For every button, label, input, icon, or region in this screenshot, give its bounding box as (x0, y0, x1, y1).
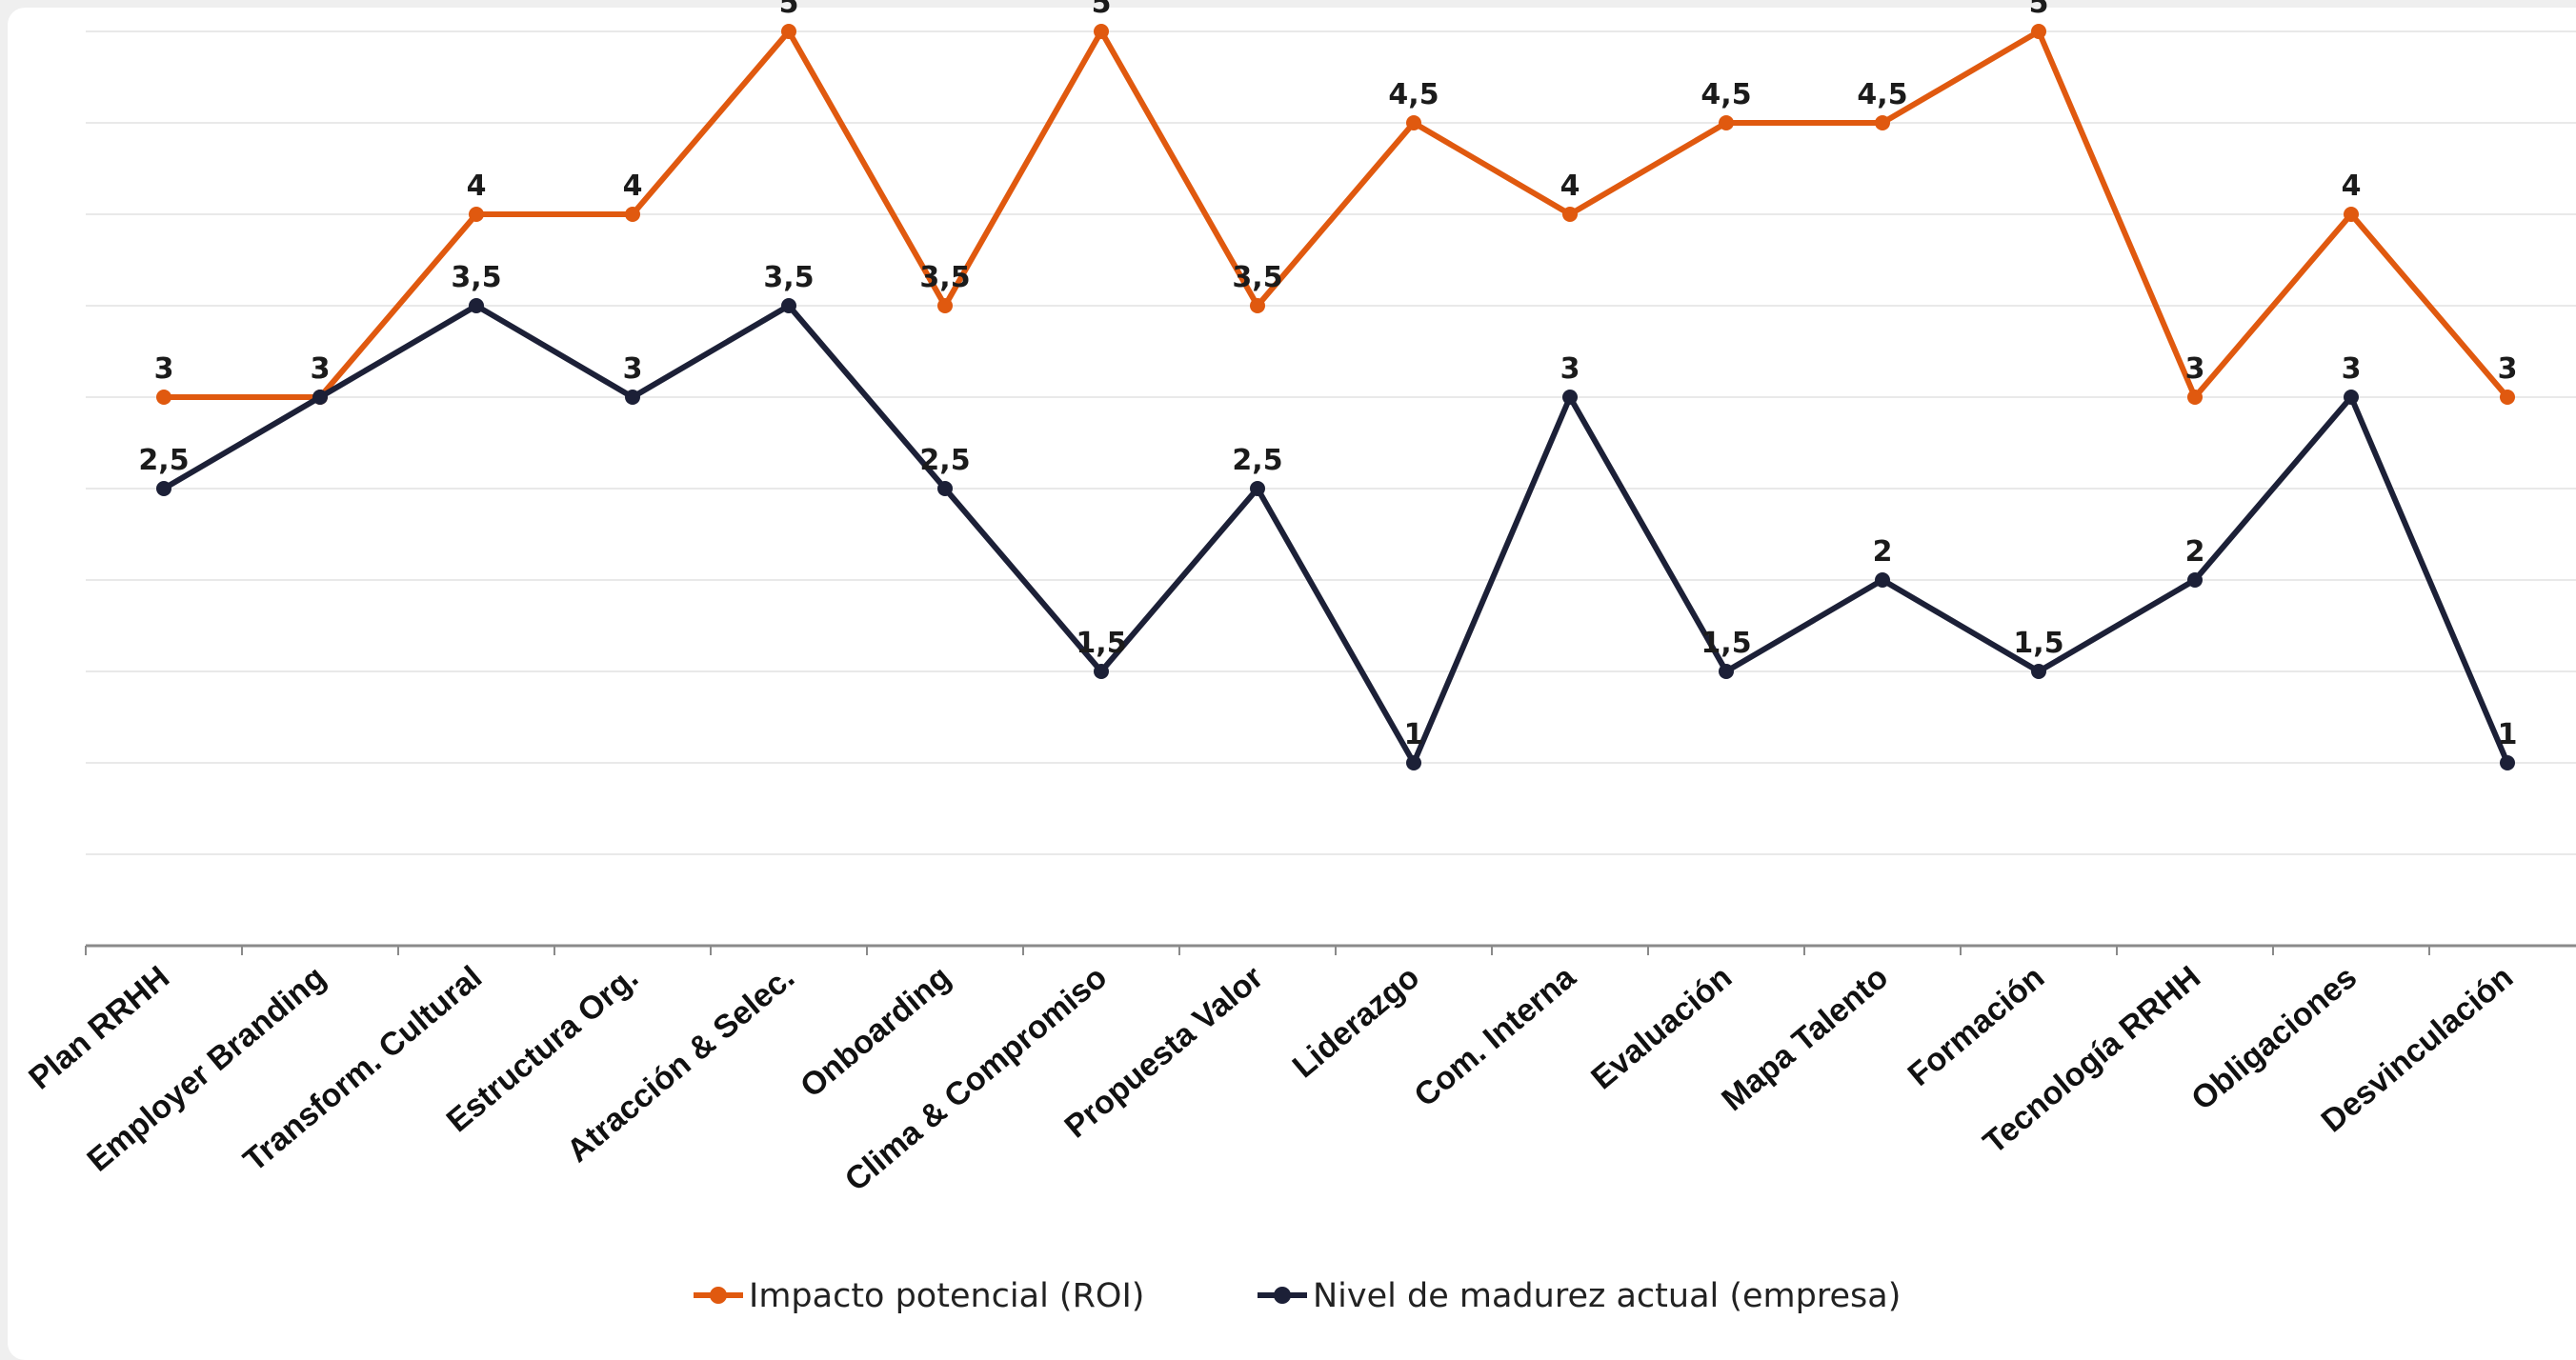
data-label: 3 (623, 352, 643, 386)
series-1-labels: 3 3 4 4 5 3,5 5 3,5 4,5 4 4,5 4,5 5 3 4 3 (154, 0, 2518, 386)
chart-card (8, 8, 2576, 1360)
x-tick-label: Plan RRHH (22, 959, 176, 1096)
data-label: 1,5 (2013, 627, 2063, 660)
data-label: 3 (154, 352, 174, 386)
series-1 (156, 24, 2515, 405)
data-point (1562, 207, 1578, 222)
data-label: 4,5 (1701, 78, 1751, 111)
legend-item: Nivel de madurez actual (empresa) (1258, 1277, 1901, 1315)
data-point (2031, 664, 2046, 679)
data-label: 3 (311, 352, 331, 386)
data-point (469, 298, 484, 313)
x-tick-label: Clima & Compromiso (838, 959, 1114, 1198)
data-point (1094, 24, 1109, 39)
data-point (312, 390, 328, 405)
data-label: 3 (2185, 352, 2205, 386)
data-label: 5 (1092, 0, 1112, 20)
series-2 (156, 298, 2515, 770)
data-label: 4 (1560, 170, 1580, 203)
data-point (1875, 572, 1890, 588)
data-label: 3,5 (1232, 261, 1282, 294)
data-point (1875, 115, 1890, 130)
x-tick-label: Formación (1902, 959, 2052, 1093)
x-tick-label: Com. Interna (1408, 958, 1583, 1113)
x-tick-label: Evaluación (1584, 959, 1739, 1097)
data-label: 4 (2342, 170, 2362, 203)
data-point (156, 390, 171, 405)
data-label: 2,5 (919, 444, 970, 477)
data-point (937, 298, 953, 313)
data-label: 2 (1873, 535, 1893, 569)
data-label: 5 (2029, 0, 2049, 20)
data-point (937, 481, 953, 496)
legend-label: Nivel de madurez actual (empresa) (1313, 1277, 1901, 1315)
legend-label: Impacto potencial (ROI) (749, 1277, 1144, 1315)
series-line (161, 302, 2510, 770)
x-tick-label: Mapa Talento (1715, 959, 1895, 1118)
data-point (625, 207, 640, 222)
data-label: 4 (467, 170, 487, 203)
data-point (2500, 390, 2515, 405)
data-point (2344, 390, 2359, 405)
data-point (2187, 390, 2203, 405)
data-label: 2 (2185, 535, 2205, 569)
series-2-labels: 2,5 3 3,5 3 3,5 2,5 1,5 2,5 1 3 1,5 2 1,5 2 3 1 (138, 261, 2517, 751)
data-point (1406, 115, 1421, 130)
data-point (1562, 390, 1578, 405)
data-point (2187, 572, 2203, 588)
data-label: 2,5 (138, 444, 189, 477)
data-point (2500, 755, 2515, 770)
data-label: 1 (2498, 718, 2518, 751)
legend: Impacto potencial (ROI) Nivel de madurez … (694, 1277, 1901, 1315)
gridlines (86, 30, 2576, 855)
legend-item: Impacto potencial (ROI) (694, 1277, 1144, 1315)
data-label: 1,5 (1076, 627, 1126, 660)
data-point (2031, 24, 2046, 39)
data-label: 5 (779, 0, 799, 20)
data-label: 3 (2342, 352, 2362, 386)
data-label: 4 (623, 170, 643, 203)
data-label: 3 (311, 352, 331, 386)
data-point (1719, 115, 1734, 130)
x-tick-label: Onboarding (794, 959, 957, 1105)
data-label: 4,5 (1388, 78, 1439, 111)
data-label: 3,5 (451, 261, 501, 294)
data-label: 3 (2498, 352, 2518, 386)
data-point (2344, 207, 2359, 222)
data-label: 1 (1404, 718, 1424, 751)
data-point (625, 390, 640, 405)
data-label: 2,5 (1232, 444, 1282, 477)
data-point (156, 481, 171, 496)
data-label: 3 (1560, 352, 1580, 386)
data-point (1406, 755, 1421, 770)
legend-marker (710, 1287, 727, 1304)
data-label: 3,5 (763, 261, 814, 294)
data-label: 4,5 (1857, 78, 1907, 111)
data-point (1250, 298, 1265, 313)
data-label: 3,5 (919, 261, 970, 294)
legend-marker (1274, 1287, 1291, 1304)
x-tick-label: Liderazgo (1286, 959, 1426, 1085)
data-point (781, 298, 796, 313)
data-point (1719, 664, 1734, 679)
data-point (1094, 664, 1109, 679)
data-point (1250, 481, 1265, 496)
data-label: 1,5 (1701, 627, 1751, 660)
data-point (469, 207, 484, 222)
data-point (781, 24, 796, 39)
series-line (161, 25, 2510, 403)
